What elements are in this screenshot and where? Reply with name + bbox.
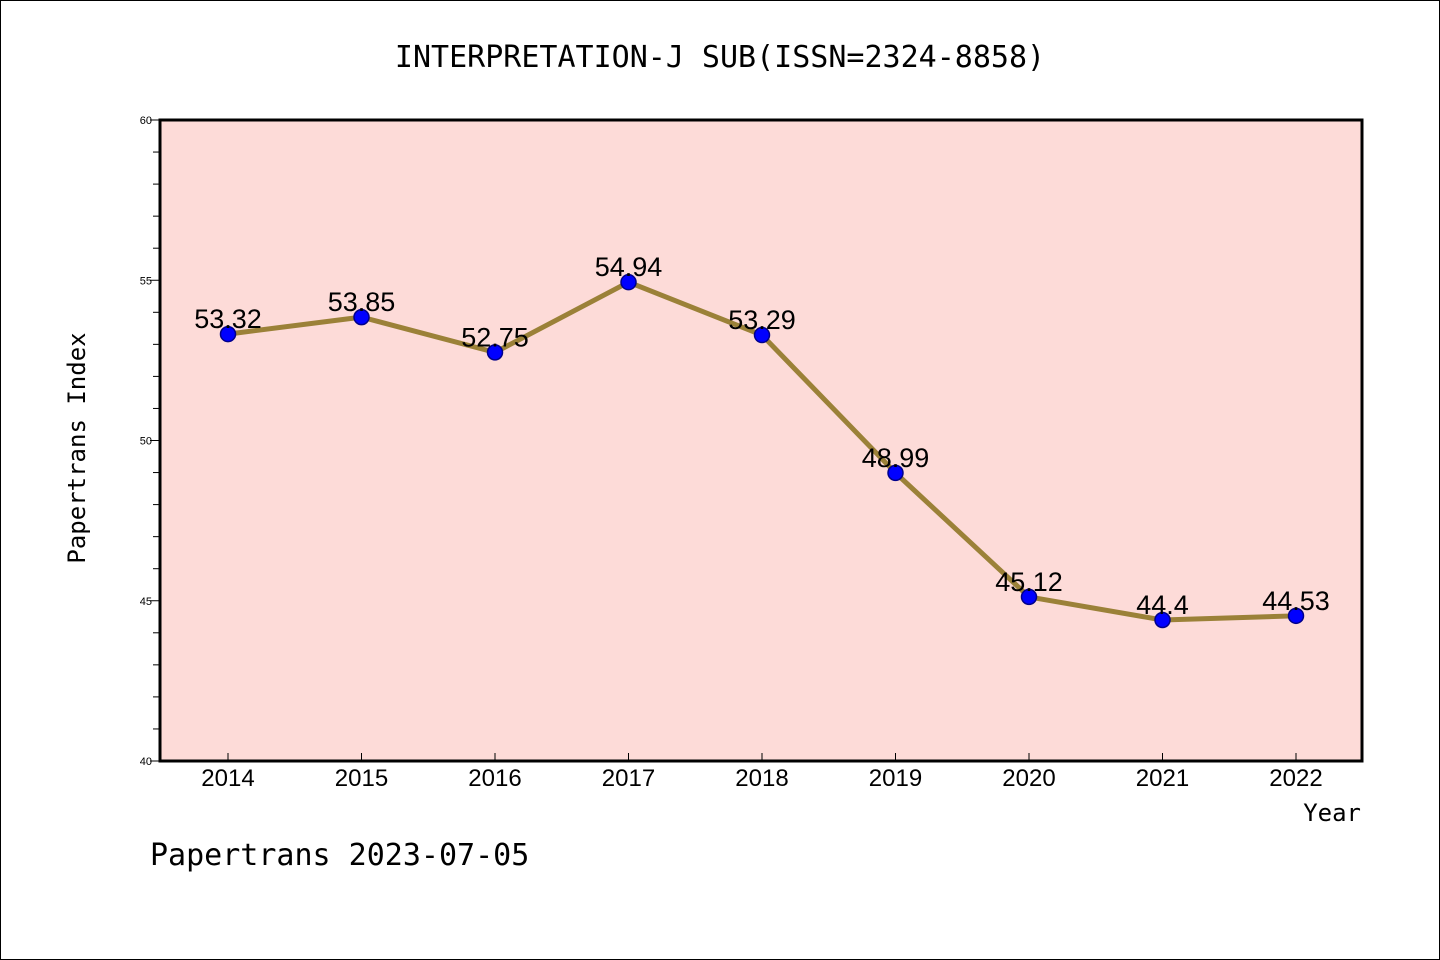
y-tick-label: 45 bbox=[140, 596, 152, 608]
data-label: 48.99 bbox=[862, 443, 930, 473]
data-point bbox=[1287, 607, 1305, 625]
y-tick-label: 60 bbox=[140, 115, 152, 127]
x-tick-label: 2021 bbox=[1136, 765, 1189, 792]
x-tick-label: 2019 bbox=[869, 765, 922, 792]
data-point bbox=[219, 325, 237, 343]
x-tick-label: 2015 bbox=[335, 765, 388, 792]
data-labels: 53.32 53.85 52.75 54.94 53.29 48.99 45.12 44.4 4… bbox=[194, 252, 1330, 620]
x-tick-label: 2017 bbox=[602, 765, 655, 792]
x-axis: 2014 2015 2016 2017 2018 2019 2020 2021 2022 bbox=[201, 753, 1323, 792]
data-point bbox=[353, 308, 370, 326]
data-label: 53.32 bbox=[194, 304, 262, 334]
x-tick-label: 2018 bbox=[735, 765, 788, 792]
data-label: 44.53 bbox=[1262, 586, 1330, 616]
data-label: 44.4 bbox=[1136, 590, 1189, 620]
data-point bbox=[1154, 611, 1171, 629]
data-point bbox=[486, 344, 504, 361]
y-tick-label: 55 bbox=[140, 275, 152, 287]
x-tick-label: 2020 bbox=[1002, 765, 1055, 792]
data-point bbox=[753, 326, 771, 344]
data-label: 53.85 bbox=[328, 287, 396, 317]
footer-date: Papertrans 2023-07-05 bbox=[150, 838, 529, 873]
data-label: 45.12 bbox=[995, 567, 1063, 597]
data-label: 52.75 bbox=[461, 322, 529, 352]
y-tick-label: 50 bbox=[140, 436, 152, 448]
data-point bbox=[887, 464, 904, 482]
y-axis: 40 45 50 55 60 bbox=[140, 115, 160, 768]
chart-title: INTERPRETATION-J SUB(ISSN=2324-8858) bbox=[395, 40, 1045, 75]
x-tick-label: 2014 bbox=[201, 765, 254, 792]
x-tick-label: 2022 bbox=[1269, 765, 1322, 792]
plot-area bbox=[158, 118, 1364, 763]
data-label: 54.94 bbox=[595, 252, 663, 282]
data-label: 53.29 bbox=[728, 305, 796, 335]
data-point bbox=[620, 273, 637, 291]
series-group bbox=[219, 273, 1305, 629]
y-axis-label: Papertrans Index bbox=[63, 332, 91, 563]
x-tick-label: 2016 bbox=[468, 765, 521, 792]
data-point bbox=[1020, 588, 1038, 606]
y-tick-label: 40 bbox=[140, 756, 152, 768]
x-axis-label: Year bbox=[1303, 799, 1361, 827]
